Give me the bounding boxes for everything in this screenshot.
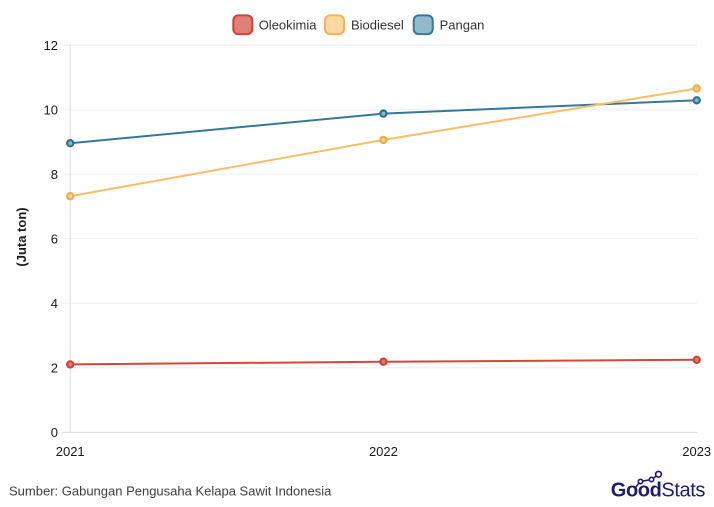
svg-text:4: 4 bbox=[51, 296, 58, 311]
svg-text:(Juta ton): (Juta ton) bbox=[14, 207, 29, 266]
svg-text:8: 8 bbox=[51, 167, 58, 182]
svg-text:Sumber: Gabungan Pengusaha Kel: Sumber: Gabungan Pengusaha Kelapa Sawit … bbox=[9, 484, 332, 499]
svg-text:Oleokimia: Oleokimia bbox=[259, 18, 318, 33]
svg-text:Biodiesel: Biodiesel bbox=[351, 18, 404, 33]
svg-text:Pangan: Pangan bbox=[440, 18, 485, 33]
svg-text:12: 12 bbox=[44, 38, 58, 53]
svg-text:2022: 2022 bbox=[369, 444, 398, 459]
svg-text:GoodStats: GoodStats bbox=[611, 480, 706, 502]
svg-text:2023: 2023 bbox=[682, 444, 711, 459]
svg-text:6: 6 bbox=[51, 231, 58, 246]
svg-text:2021: 2021 bbox=[56, 444, 85, 459]
svg-text:10: 10 bbox=[44, 102, 58, 117]
svg-text:0: 0 bbox=[51, 425, 58, 440]
svg-text:2: 2 bbox=[51, 360, 58, 375]
